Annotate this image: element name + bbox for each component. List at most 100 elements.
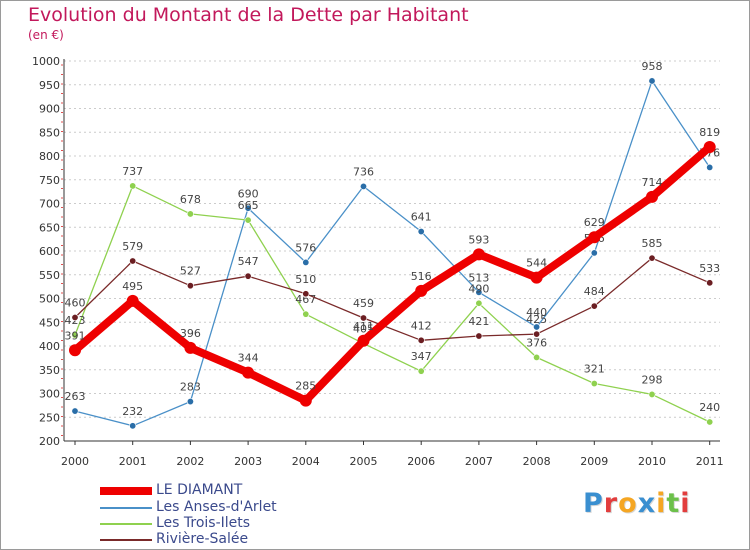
data-label: 527 (180, 265, 201, 278)
data-label: 460 (65, 297, 86, 310)
y-tick-label: 750 (39, 174, 60, 187)
data-point (357, 334, 370, 347)
data-point (129, 257, 137, 265)
data-point (590, 249, 598, 257)
data-label: 495 (122, 280, 143, 293)
x-tick-label: 2002 (176, 455, 204, 468)
data-label: 263 (65, 390, 86, 403)
x-tick-label: 2009 (580, 455, 608, 468)
data-label: 425 (526, 313, 547, 326)
y-tick-label: 700 (39, 198, 60, 211)
data-point (475, 332, 483, 340)
data-label: 412 (411, 319, 432, 332)
chart-title: Evolution du Montant de la Dette par Hab… (28, 4, 469, 26)
data-point (244, 216, 252, 224)
x-tick-label: 2007 (465, 455, 493, 468)
y-tick-label: 900 (39, 103, 60, 116)
data-label: 459 (353, 297, 374, 310)
data-point (71, 407, 79, 415)
data-point (706, 279, 714, 287)
legend-swatch-riviere-salee (100, 539, 152, 541)
y-tick-label: 200 (39, 435, 60, 448)
y-tick-label: 950 (39, 79, 60, 92)
data-point (590, 302, 598, 310)
data-point (242, 366, 255, 379)
data-point (129, 422, 137, 430)
data-point (417, 367, 425, 375)
series-le-diamant: 391 495 396 344 285 411 516 593 544 629 714 819 (65, 126, 720, 407)
data-label: 678 (180, 193, 201, 206)
data-point (648, 390, 656, 398)
y-tick-label: 450 (39, 316, 60, 329)
data-point (475, 299, 483, 307)
data-label: 513 (468, 271, 489, 284)
data-label: 547 (238, 255, 259, 268)
legend-item-les-anses-d-arlet: Les Anses-d'Arlet (100, 500, 360, 515)
legend-label-riviere-salee: Rivière-Salée (156, 531, 249, 547)
legend-item-le-diamant: LE DIAMANT (100, 483, 360, 498)
data-point (588, 231, 601, 244)
data-point (71, 313, 79, 321)
data-label: 576 (295, 241, 316, 254)
data-point (475, 288, 483, 296)
grid (64, 60, 720, 442)
data-point (299, 394, 312, 407)
legend-swatch-le-diamant (100, 487, 152, 495)
series-line-les-anses-d-arlet (74, 80, 711, 427)
legend-label-les-anses-d-arlet: Les Anses-d'Arlet (156, 499, 277, 515)
data-point (530, 271, 543, 284)
data-point (472, 248, 485, 261)
legend-item-les-trois-ilets: Les Trois-Ilets (100, 516, 360, 531)
data-point (302, 258, 310, 266)
data-label: 593 (468, 233, 489, 246)
data-point (648, 254, 656, 262)
y-tick-label: 600 (39, 245, 60, 258)
data-point (302, 290, 310, 298)
data-label: 958 (642, 60, 663, 73)
data-label: 579 (122, 240, 143, 253)
data-label: 714 (642, 176, 663, 189)
data-point (71, 331, 79, 339)
data-label: 665 (238, 199, 259, 212)
data-label: 690 (238, 187, 259, 200)
y-tick-label: 500 (39, 293, 60, 306)
data-label: 490 (468, 282, 489, 295)
y-tick-label: 350 (39, 364, 60, 377)
data-label: 298 (642, 373, 663, 386)
data-label: 819 (699, 126, 720, 139)
data-point (703, 140, 716, 153)
data-label: 376 (526, 336, 547, 349)
y-tick-label: 800 (39, 150, 60, 163)
series-line-riviere-salee (74, 257, 711, 341)
data-point (648, 77, 656, 85)
y-tick-label: 400 (39, 340, 60, 353)
legend-item-riviere-salee: Rivière-Salée (100, 532, 360, 547)
legend-swatch-les-trois-ilets (100, 523, 152, 525)
series-line-le-diamant (71, 143, 714, 405)
x-tick-label: 2005 (350, 455, 378, 468)
data-point (184, 341, 197, 354)
data-point (417, 228, 425, 236)
y-tick-label: 250 (39, 411, 60, 424)
axes: 200 250 300 350 400 450 500 550 600 650 700 750 800 8… (32, 55, 724, 468)
chart-unit-label: (en €) (28, 28, 64, 42)
data-label: 510 (295, 273, 316, 286)
data-point (706, 163, 714, 171)
data-label: 421 (468, 315, 489, 328)
data-label: 533 (699, 262, 720, 275)
data-label: 321 (584, 363, 605, 376)
y-tick-label: 850 (39, 126, 60, 139)
series-les-trois-ilets: 423737678665467405347490376321298240 (65, 165, 720, 426)
x-tick-label: 2001 (119, 455, 147, 468)
data-label: 544 (526, 257, 547, 270)
data-point (533, 353, 541, 361)
data-label: 585 (642, 237, 663, 250)
legend-label-les-trois-ilets: Les Trois-Ilets (156, 515, 251, 531)
x-tick-label: 2006 (407, 455, 435, 468)
x-tick-label: 2010 (638, 455, 666, 468)
data-label: 411 (353, 320, 374, 333)
data-label: 516 (411, 270, 432, 283)
data-label: 629 (584, 216, 605, 229)
x-tick-label: 2003 (234, 455, 262, 468)
data-point (126, 294, 139, 307)
